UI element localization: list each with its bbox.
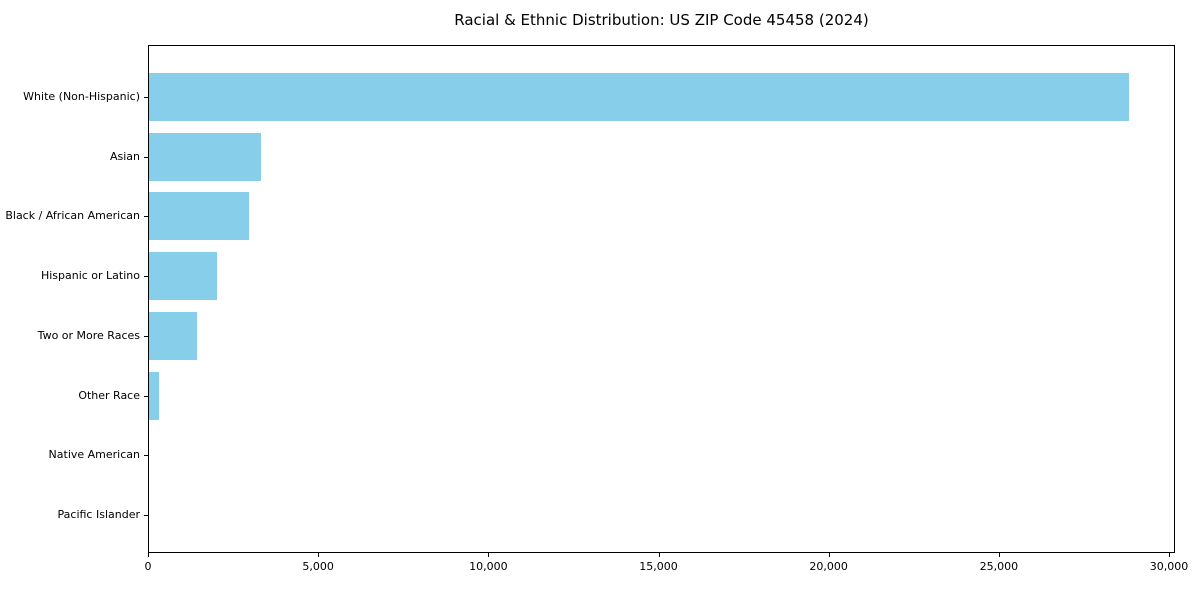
plot-area — [148, 45, 1175, 553]
x-tick-label: 15,000 — [639, 560, 678, 573]
bar — [149, 252, 217, 301]
x-tick-label: 0 — [144, 560, 152, 573]
y-tick-label: Other Race — [78, 388, 140, 402]
x-tick-mark — [828, 553, 830, 557]
y-tick-mark — [144, 455, 148, 457]
x-tick-label: 30,000 — [1149, 560, 1189, 573]
x-tick-label: 25,000 — [979, 560, 1019, 573]
x-tick-mark — [658, 553, 660, 557]
y-tick-label: Two or More Races — [37, 328, 140, 342]
bar — [149, 192, 249, 241]
chart-title: Racial & Ethnic Distribution: US ZIP Cod… — [454, 11, 869, 29]
x-tick-mark — [148, 553, 149, 557]
bar — [149, 73, 1129, 121]
x-tick-label: 20,000 — [809, 560, 848, 573]
y-tick-label: Hispanic or Latino — [40, 269, 140, 283]
y-tick-mark — [144, 514, 148, 516]
y-tick-label: Black / African American — [5, 209, 140, 223]
y-tick-mark — [144, 97, 148, 98]
y-tick-mark — [144, 395, 148, 397]
y-tick-mark — [144, 276, 148, 278]
x-tick-mark — [1169, 553, 1170, 557]
y-tick-mark — [144, 335, 148, 337]
y-tick-mark — [144, 216, 148, 218]
y-tick-label: Asian — [109, 149, 140, 163]
x-tick-mark — [488, 553, 490, 557]
x-tick-label: 5,000 — [302, 560, 334, 573]
bar — [149, 311, 197, 360]
x-tick-label: 10,000 — [469, 560, 508, 573]
x-tick-mark — [998, 553, 1000, 557]
y-tick-label: Pacific Islander — [57, 507, 140, 521]
x-tick-mark — [318, 553, 320, 557]
y-tick-label: White (Non-Hispanic) — [23, 90, 140, 103]
bar — [149, 132, 261, 181]
bar — [149, 371, 159, 420]
y-tick-label: Native American — [48, 448, 140, 462]
y-tick-mark — [144, 156, 148, 158]
